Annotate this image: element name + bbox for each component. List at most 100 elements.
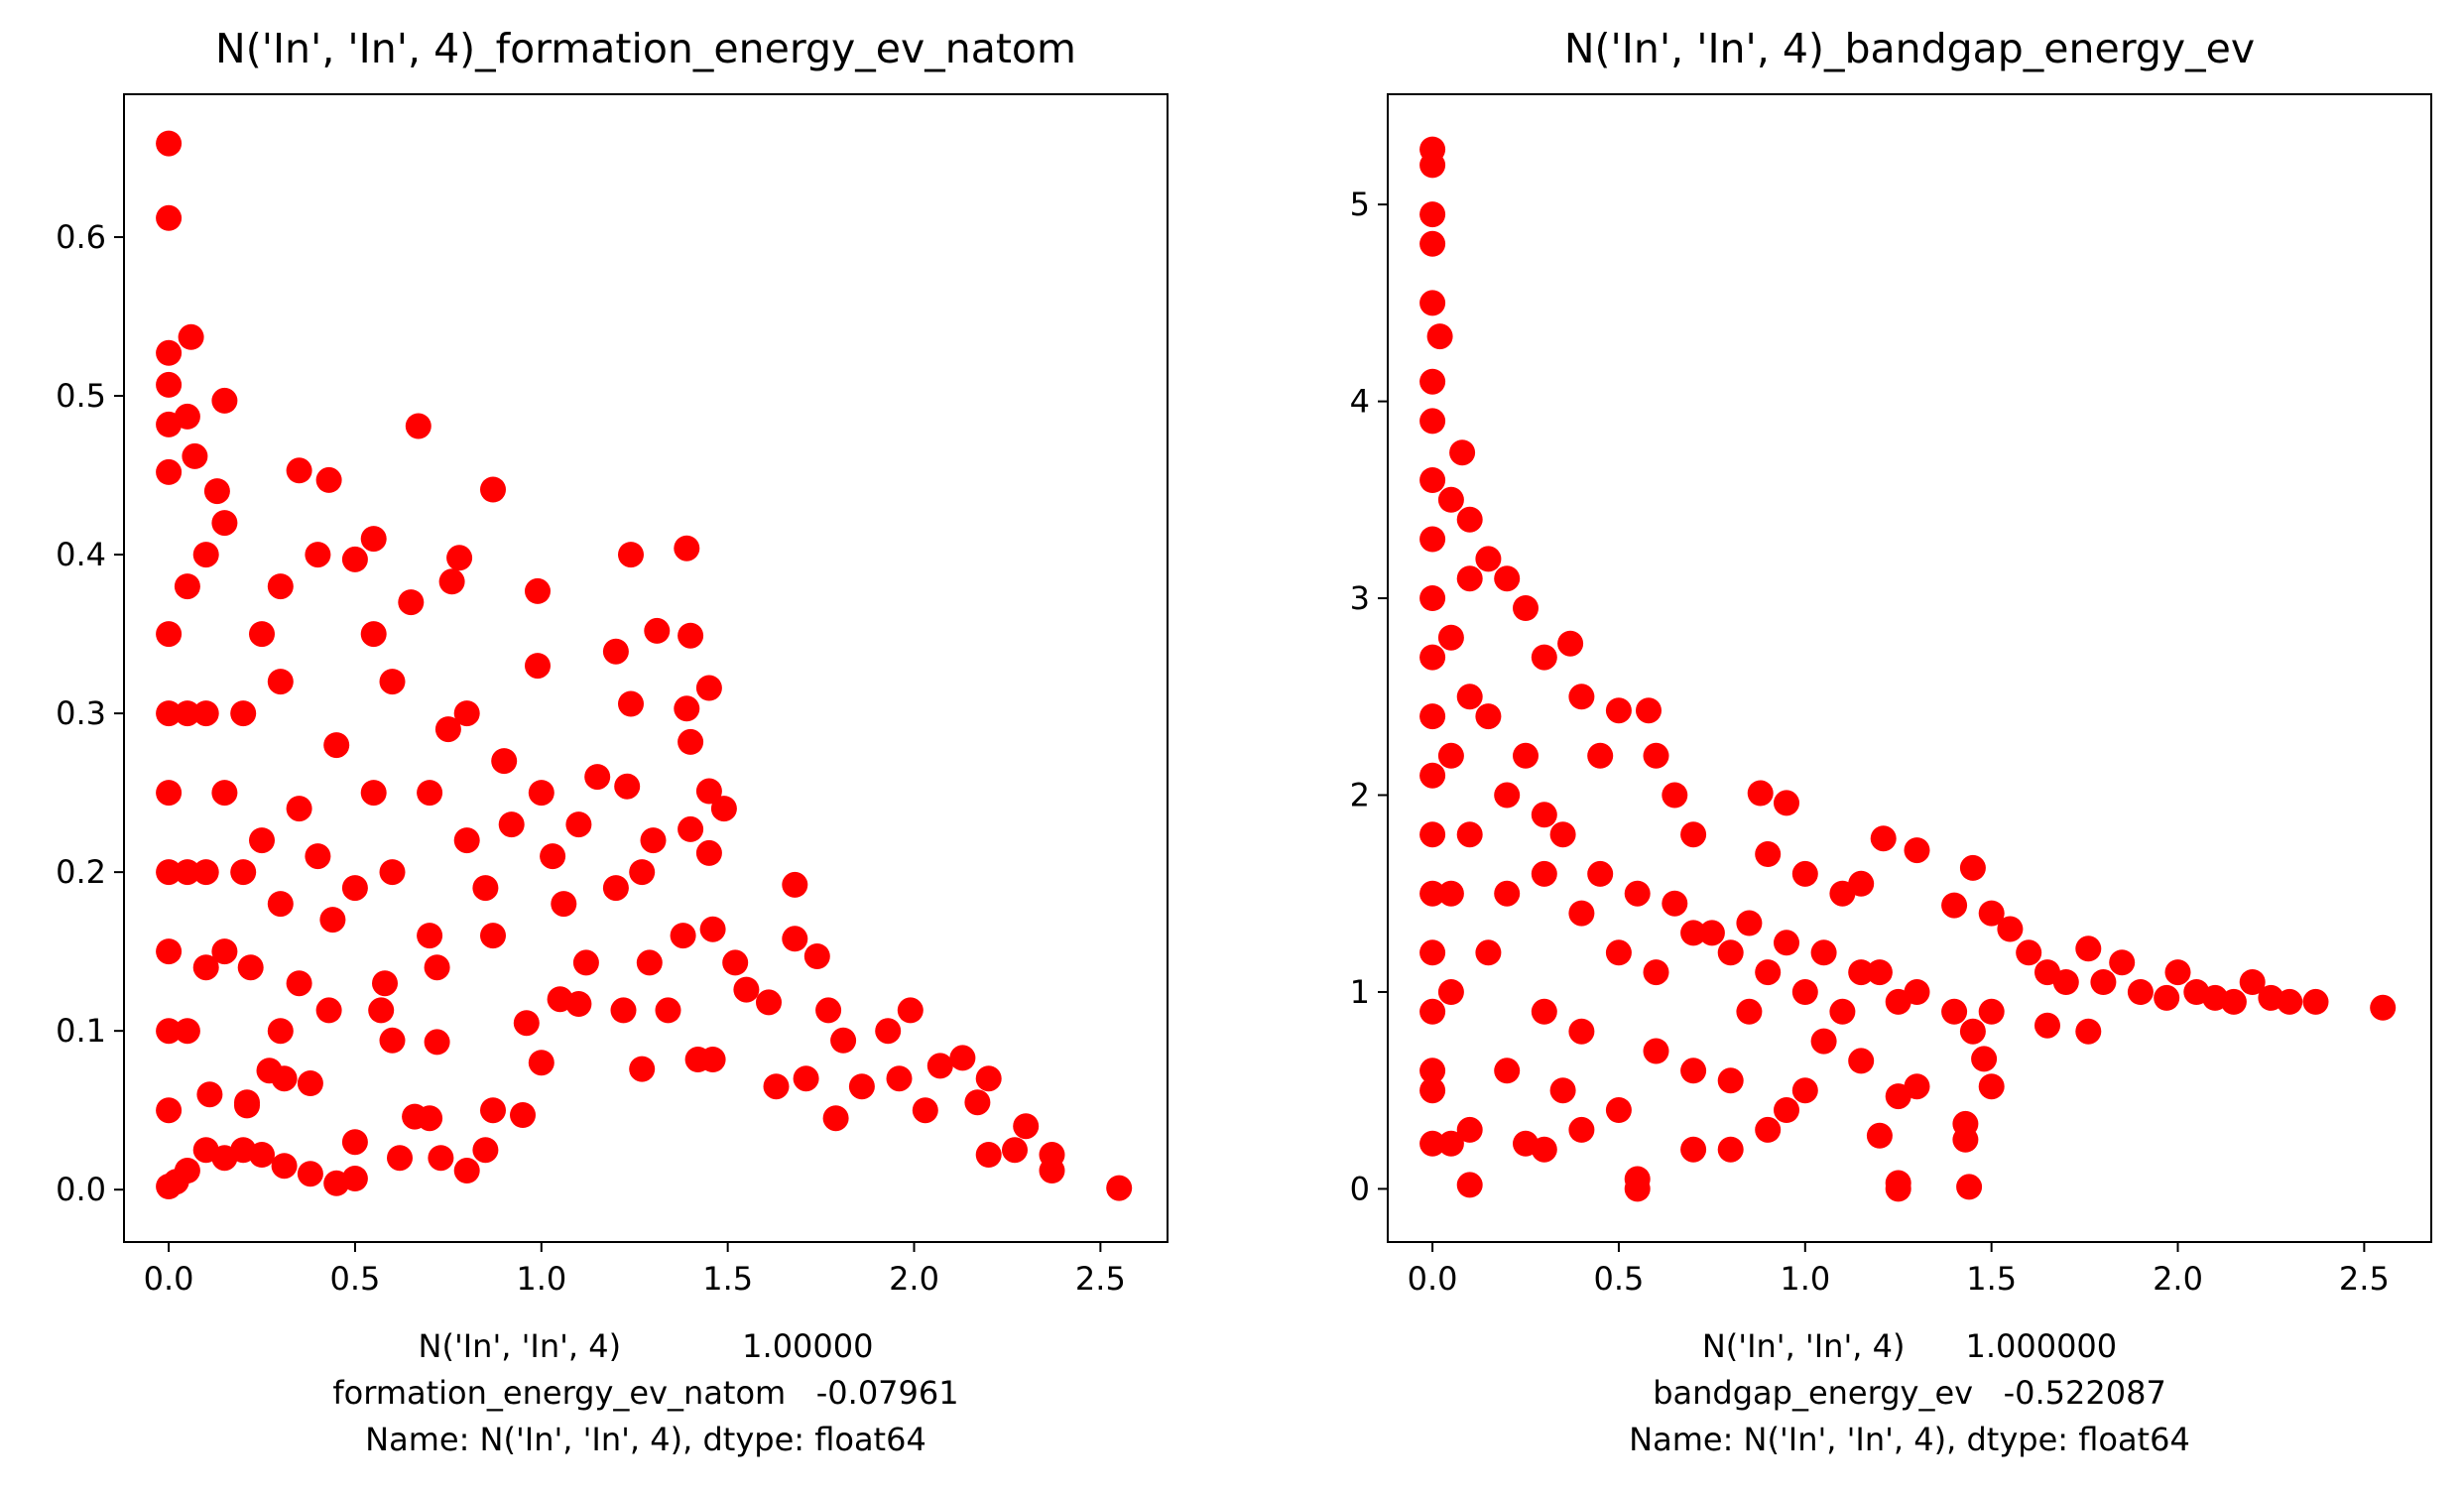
formation-energy-point [156,938,183,965]
bandgap-energy-point [1810,939,1837,966]
bandgap-energy-xtick-label: 0.5 [1593,1260,1644,1298]
bandgap-energy-point [1475,939,1502,966]
formation-energy-point [405,413,431,439]
bandgap-energy-point [2220,988,2247,1015]
formation-energy-point [782,926,808,952]
bandgap-energy-point [1904,837,1930,864]
bandgap-energy-point [1568,1018,1595,1045]
formation-energy-point [286,970,312,997]
formation-energy-point [286,796,312,822]
formation-energy-point [305,542,331,568]
bandgap-energy-point [1419,526,1446,553]
bandgap-energy-point [1959,1018,1986,1045]
formation-energy-point [192,700,219,727]
bandgap-energy-point [1437,1130,1464,1157]
bandgap-energy-point [1437,979,1464,1005]
bandgap-energy-point [1997,916,2024,942]
formation-energy-point [428,1145,454,1172]
formation-energy-point [267,669,294,695]
bandgap-energy-point [1885,988,1911,1015]
bandgap-energy-point [1680,1058,1707,1084]
formation-energy-point [722,949,749,976]
bandgap-energy-xtick-label: 2.0 [2153,1260,2203,1298]
formation-energy-point [528,780,554,807]
formation-energy-point [793,1065,819,1092]
formation-energy-point [319,907,346,934]
bandgap-energy-point [1419,408,1446,435]
formation-energy-point [323,1170,350,1196]
formation-energy-ytick-label: 0.2 [56,853,106,891]
formation-energy-point [297,1161,323,1187]
bandgap-energy-point [1549,1077,1576,1104]
formation-energy-point [267,1018,294,1045]
formation-energy-point [379,669,406,695]
bandgap-energy-point [1774,790,1799,816]
bandgap-energy-point [1456,1172,1483,1198]
bandgap-energy-point [1513,1130,1539,1157]
formation-energy-point [156,780,183,807]
bandgap-energy-point [1662,890,1688,917]
bandgap-energy-point [2052,969,2079,995]
formation-energy-point [360,780,387,807]
bandgap-energy-point [1624,880,1651,907]
formation-energy-xtick-label: 1.5 [702,1260,753,1298]
formation-energy-point [674,695,700,722]
formation-energy-point [733,976,760,1003]
formation-energy-point [286,457,312,484]
formation-energy-point [156,1174,183,1199]
formation-energy-point [424,954,450,981]
bandgap-energy-point [1587,860,1614,887]
formation-energy-point [498,811,525,838]
bandgap-energy-point [2075,935,2102,962]
bandgap-energy-point [1449,439,1476,466]
formation-energy-point [417,1105,443,1132]
formation-energy-point [211,387,238,414]
bandgap-energy-point [1437,624,1464,651]
formation-energy-title: N('In', 'In', 4)_formation_energy_ev_nat… [215,25,1076,72]
bandgap-energy-point [1437,880,1464,907]
formation-energy-point [897,997,924,1024]
bandgap-energy-point [1475,703,1502,730]
bandgap-energy-point [1605,697,1632,724]
bandgap-energy-point [1456,565,1483,592]
formation-energy-point [480,1097,506,1124]
bandgap-energy-point [2016,939,2042,966]
bandgap-energy-point [2277,988,2303,1015]
formation-energy-point [629,1056,656,1082]
bandgap-energy-point [1791,979,1818,1005]
formation-energy-point [305,843,331,870]
formation-energy-point [695,839,722,866]
formation-energy-point [602,638,629,665]
bandgap-energy-panel: N('In', 'In', 4)_bandgap_energy_ev 0.0 0.… [1350,25,2432,1458]
formation-energy-point [510,1102,536,1128]
formation-energy-point [424,1029,450,1056]
formation-energy-point [886,1065,913,1092]
formation-energy-point [156,339,183,366]
bandgap-energy-point [1419,880,1446,907]
formation-energy-point [1013,1113,1040,1140]
bandgap-energy-point [1755,841,1782,867]
bandgap-energy-point [1870,825,1897,852]
bandgap-energy-point [1456,821,1483,848]
bandgap-energy-point [1643,1038,1669,1064]
formation-energy-point [815,997,842,1024]
bandgap-energy-point [1437,742,1464,769]
formation-energy-point [655,997,681,1024]
bandgap-energy-point [1774,930,1799,956]
bandgap-energy-point [1941,892,1968,919]
bandgap-energy-xlabel-line-3: Name: N('In', 'In', 4), dtype: float64 [1629,1421,2190,1458]
bandgap-energy-point [1419,290,1446,316]
formation-energy-point [1039,1158,1065,1183]
bandgap-energy-point [1419,1077,1446,1104]
bandgap-energy-point [1848,959,1875,986]
formation-energy-point [174,700,200,727]
formation-energy-point [565,811,592,838]
bandgap-energy-point [1755,959,1782,986]
bandgap-energy-point [1531,802,1557,828]
formation-energy-point [491,748,518,775]
formation-energy-point [323,732,350,759]
formation-energy-xtick-label: 0.5 [329,1260,380,1298]
formation-energy-point [230,859,257,886]
formation-energy-point [387,1145,413,1172]
